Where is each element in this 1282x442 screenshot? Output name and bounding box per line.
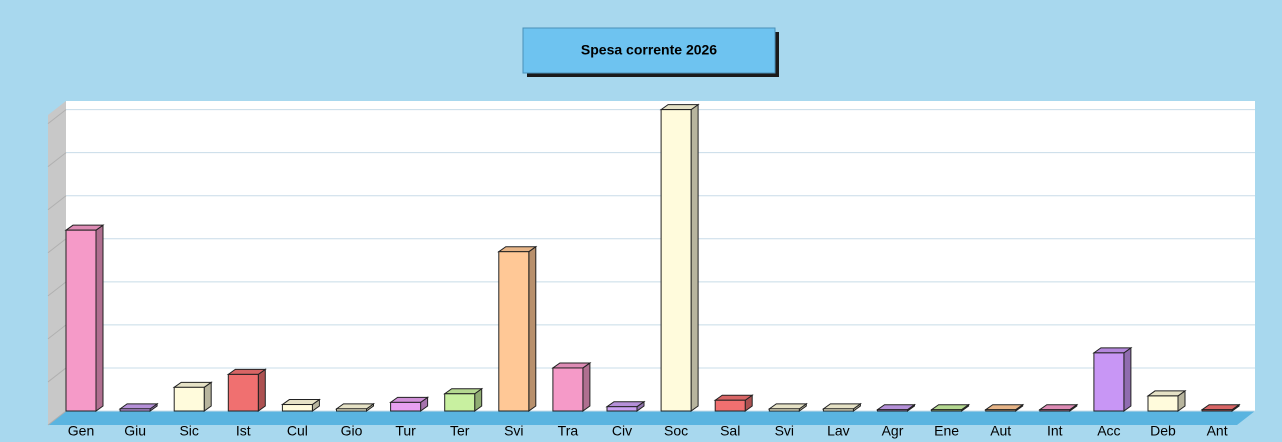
bar (173, 386, 205, 412)
bar-top (875, 404, 917, 411)
bar-side (582, 361, 591, 412)
x-tick-label: Gen (68, 423, 94, 439)
bar-side (95, 224, 104, 412)
left-wall (48, 101, 66, 425)
bar (336, 408, 367, 412)
bar (877, 409, 908, 412)
bar-top (1146, 390, 1187, 397)
bar (498, 251, 530, 412)
x-tick-label: Soc (664, 423, 688, 439)
x-tick-label: Deb (1150, 423, 1176, 439)
title-box (522, 27, 776, 74)
bar (65, 229, 97, 412)
bar-top (713, 394, 754, 401)
grid-line-wall (47, 410, 67, 426)
bar-top (389, 396, 430, 403)
bar (1147, 395, 1179, 412)
bar (660, 109, 692, 412)
x-tick-label: Sal (720, 423, 740, 439)
bar (390, 401, 422, 412)
x-tick-label: Ant (1207, 423, 1228, 439)
bar (768, 408, 800, 412)
bar-side (1123, 346, 1132, 412)
bar-top (1200, 404, 1241, 411)
grid-line-wall (47, 281, 67, 297)
grid-line-wall (47, 152, 67, 168)
grid-line-wall (47, 324, 67, 340)
x-tick-label: Giu (124, 423, 146, 439)
x-tick-label: Aut (990, 423, 1011, 439)
chart-title: Spesa corrente 2026 (581, 42, 717, 58)
grid-line-wall (47, 367, 67, 383)
bar-top (226, 368, 267, 375)
bars (64, 103, 1241, 412)
grid-line-wall (47, 238, 67, 254)
x-tick-label: Tur (395, 423, 416, 439)
bar-side (690, 103, 699, 412)
bar (227, 373, 259, 412)
bar (985, 409, 1017, 412)
bar (1039, 409, 1071, 412)
floor (48, 411, 1255, 425)
bar (931, 409, 963, 412)
bar (552, 367, 584, 412)
x-tick-label: Cul (287, 423, 308, 439)
bar-top (443, 388, 484, 395)
bar-top (280, 399, 321, 406)
grid-line-wall (47, 195, 67, 211)
x-tick-label: Agr (882, 423, 904, 439)
x-tick-label: Lav (827, 423, 850, 439)
x-tick-label: Sic (179, 423, 198, 439)
x-tick-label: Acc (1097, 423, 1120, 439)
bar (444, 393, 476, 412)
bar-top (930, 404, 971, 411)
bar (1201, 409, 1233, 412)
bar-top (497, 246, 538, 253)
x-tick-label: Svi (504, 423, 523, 439)
bar-top (172, 381, 213, 388)
bar-top (334, 403, 376, 410)
bar-side (528, 245, 537, 412)
bar-top (551, 362, 592, 369)
x-tick-label: Tra (558, 423, 579, 439)
back-wall (66, 101, 1255, 411)
x-tick-label: Gio (341, 423, 363, 439)
bar-top (1092, 347, 1133, 354)
bar-side (257, 368, 266, 412)
bar (1093, 352, 1125, 412)
bar-top (1038, 404, 1079, 411)
bar-top (767, 403, 808, 410)
bar-top (659, 104, 700, 111)
x-tick-label: Ene (934, 423, 959, 439)
grid-line-wall (47, 109, 67, 125)
bar (714, 399, 746, 412)
bar-top (118, 403, 159, 410)
x-tick-label: Int (1047, 423, 1063, 439)
bar (119, 408, 151, 412)
bar (281, 404, 313, 412)
bar-top (605, 401, 646, 408)
bar (606, 406, 638, 412)
bar-top (821, 403, 862, 410)
x-tick-label: Svi (775, 423, 794, 439)
bar-top (64, 224, 105, 231)
x-tick-label: Ter (450, 423, 470, 439)
x-tick-label: Civ (612, 423, 632, 439)
x-tick-label: Ist (236, 423, 251, 439)
bar-top (984, 404, 1025, 411)
bar (822, 408, 854, 412)
